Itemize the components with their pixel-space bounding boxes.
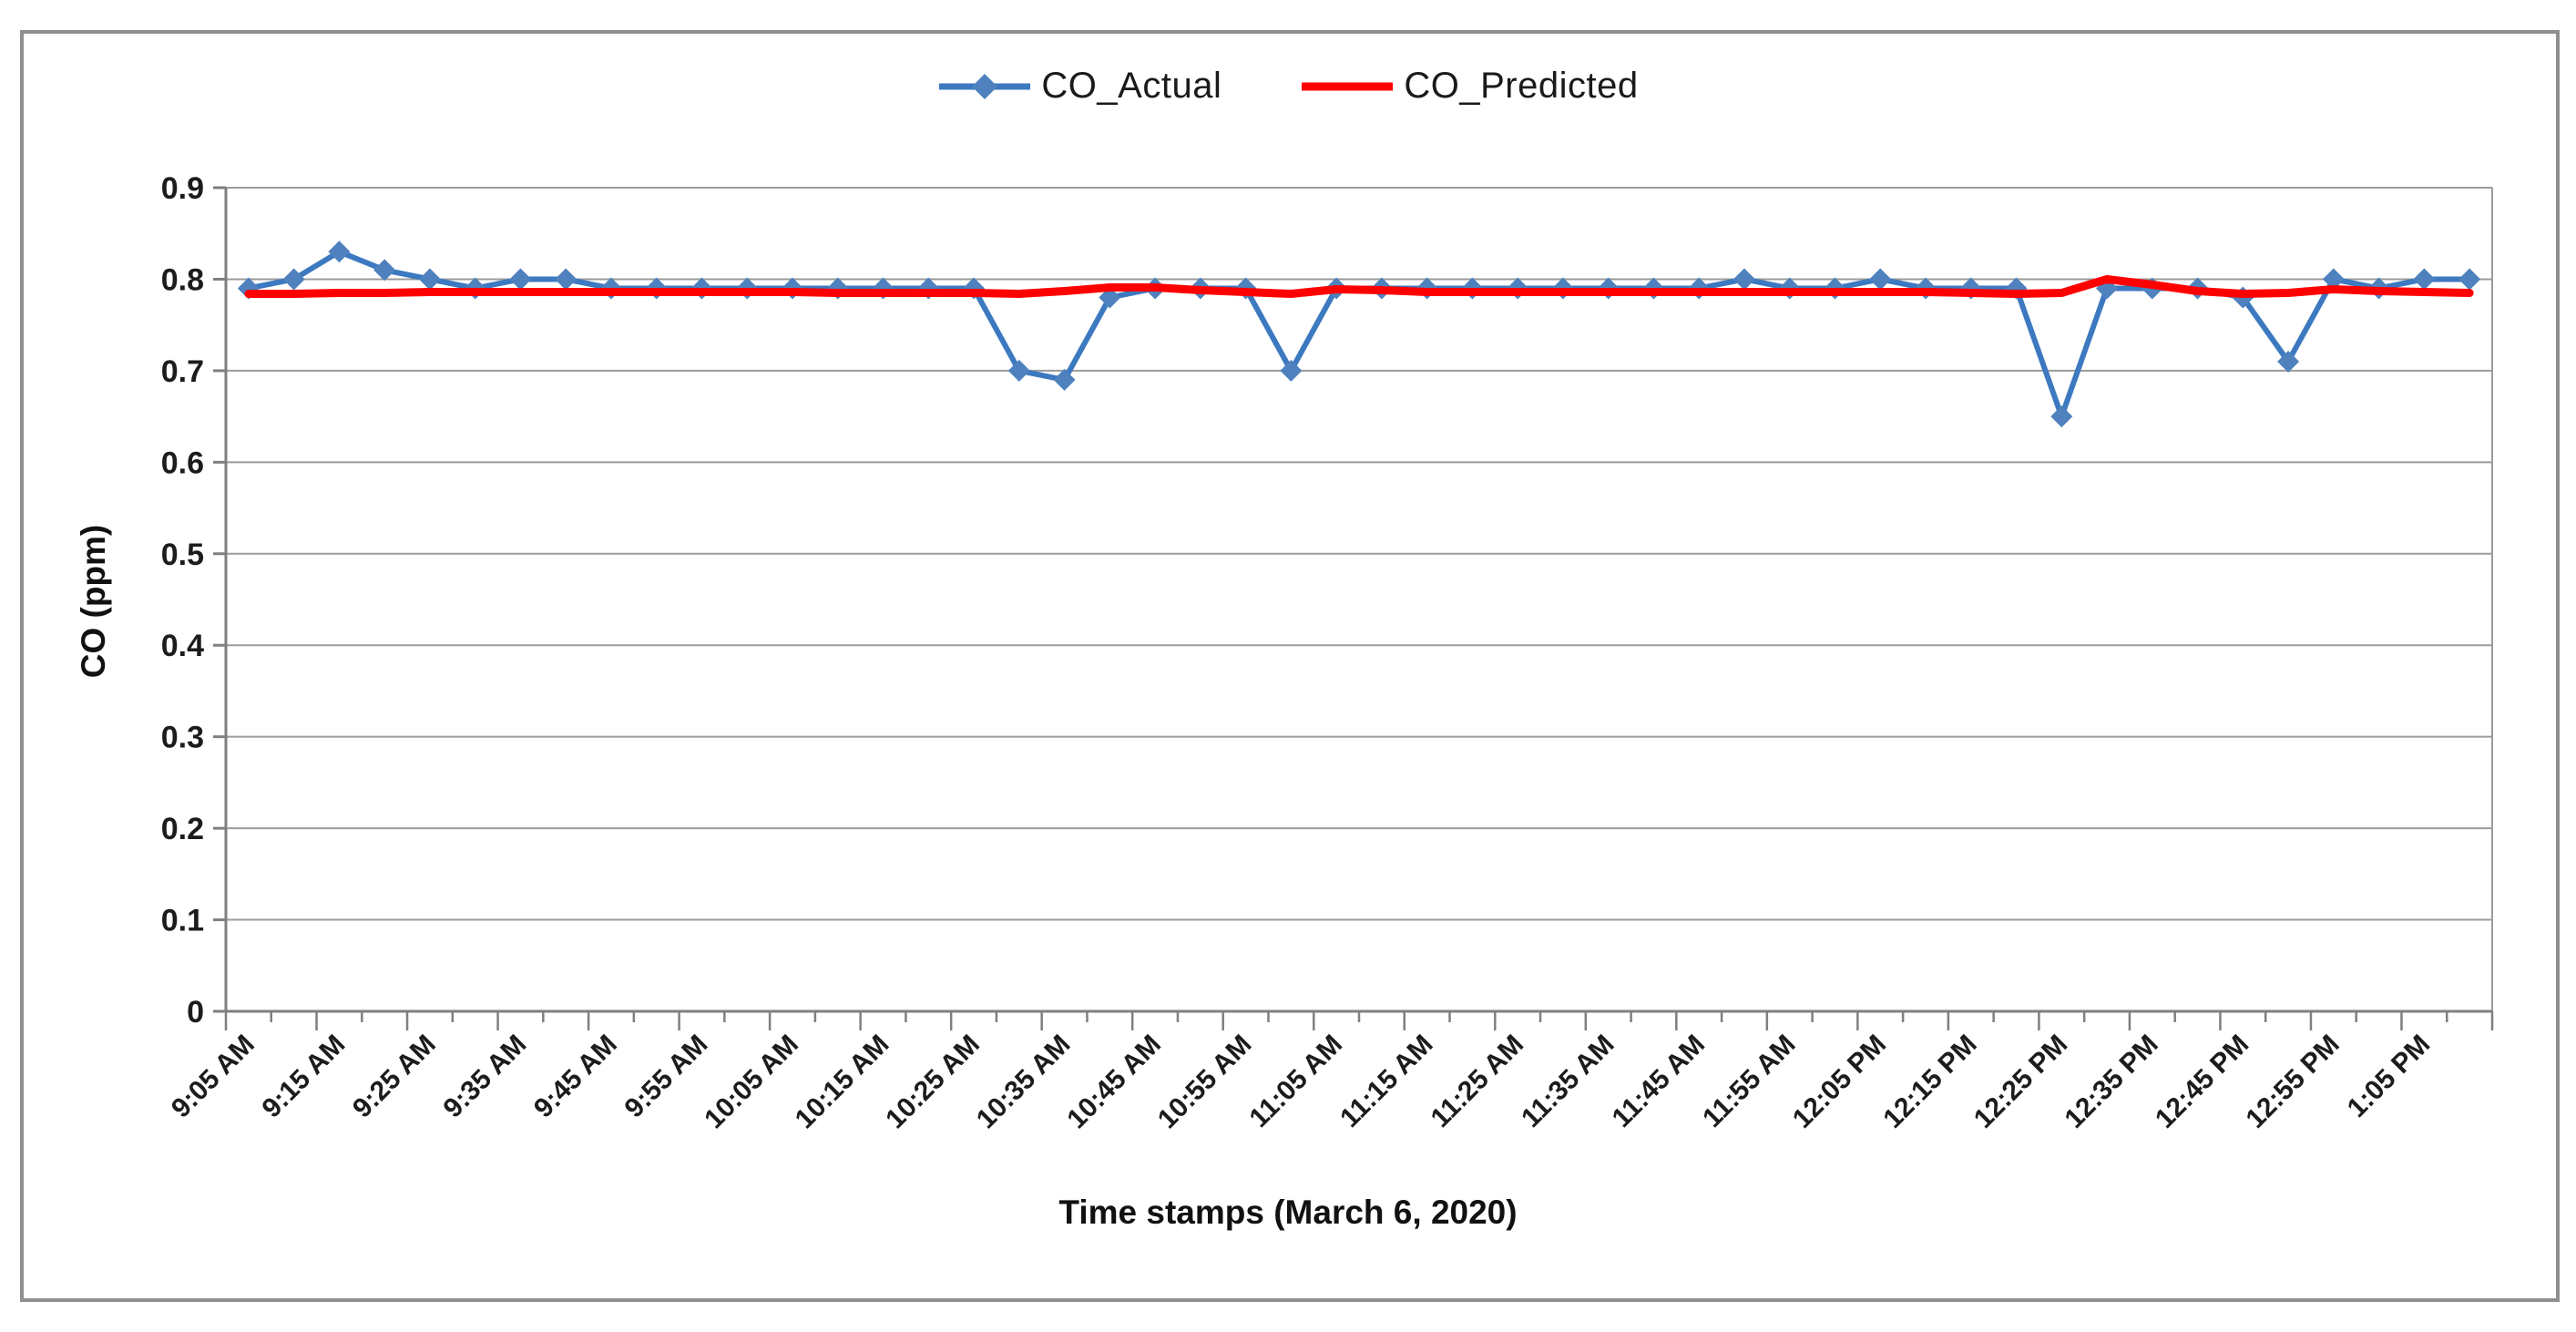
svg-text:12:25 PM: 12:25 PM: [1968, 1030, 2073, 1134]
svg-text:11:05 AM: 11:05 AM: [1244, 1030, 1349, 1134]
svg-text:0.3: 0.3: [161, 721, 204, 755]
svg-text:9:15 AM: 9:15 AM: [256, 1030, 351, 1124]
svg-text:11:25 AM: 11:25 AM: [1426, 1030, 1530, 1134]
svg-text:10:15 AM: 10:15 AM: [790, 1030, 895, 1135]
svg-text:9:05 AM: 9:05 AM: [166, 1030, 261, 1124]
svg-text:10:25 AM: 10:25 AM: [880, 1030, 986, 1135]
line-diamond-marker-icon: [939, 73, 1031, 99]
svg-text:11:45 AM: 11:45 AM: [1607, 1030, 1712, 1134]
svg-text:11:55 AM: 11:55 AM: [1697, 1030, 1802, 1134]
svg-text:0.6: 0.6: [161, 446, 204, 480]
svg-text:9:45 AM: 9:45 AM: [528, 1030, 623, 1124]
svg-text:0.9: 0.9: [161, 171, 204, 206]
svg-text:12:15 PM: 12:15 PM: [1877, 1030, 1982, 1134]
svg-text:0.7: 0.7: [161, 354, 204, 389]
svg-text:0.4: 0.4: [161, 629, 204, 663]
svg-text:9:55 AM: 9:55 AM: [619, 1030, 714, 1124]
svg-text:12:55 PM: 12:55 PM: [2240, 1030, 2345, 1134]
svg-text:1:05 PM: 1:05 PM: [2342, 1030, 2437, 1124]
svg-text:0.1: 0.1: [161, 904, 204, 938]
svg-text:12:45 PM: 12:45 PM: [2150, 1030, 2254, 1134]
svg-text:9:25 AM: 9:25 AM: [347, 1030, 442, 1124]
legend-label-co-predicted: CO_Predicted: [1404, 66, 1639, 106]
svg-text:10:45 AM: 10:45 AM: [1061, 1030, 1167, 1135]
svg-text:11:35 AM: 11:35 AM: [1516, 1030, 1620, 1134]
svg-text:12:35 PM: 12:35 PM: [2059, 1030, 2163, 1134]
legend-item-co-actual[interactable]: CO_Actual: [937, 66, 1222, 107]
svg-text:12:05 PM: 12:05 PM: [1787, 1030, 1892, 1134]
y-axis-title: CO (ppm): [75, 524, 112, 679]
legend-label-co-actual: CO_Actual: [1041, 66, 1222, 106]
svg-text:10:35 AM: 10:35 AM: [971, 1030, 1077, 1135]
svg-text:0: 0: [187, 995, 204, 1030]
chart-legend: CO_Actual CO_Predicted: [0, 66, 2576, 107]
line-marker-icon: [1302, 82, 1394, 90]
svg-text:11:15 AM: 11:15 AM: [1334, 1030, 1439, 1134]
legend-item-co-predicted[interactable]: CO_Predicted: [1300, 66, 1638, 107]
svg-text:0.8: 0.8: [161, 262, 204, 297]
svg-text:9:35 AM: 9:35 AM: [438, 1030, 533, 1124]
svg-text:10:05 AM: 10:05 AM: [699, 1030, 804, 1135]
svg-text:0.5: 0.5: [161, 538, 204, 572]
chart-frame: [20, 30, 2560, 1302]
svg-text:0.2: 0.2: [161, 812, 204, 846]
x-axis-title: Time stamps (March 6, 2020): [1058, 1194, 1518, 1231]
svg-text:10:55 AM: 10:55 AM: [1152, 1030, 1258, 1135]
